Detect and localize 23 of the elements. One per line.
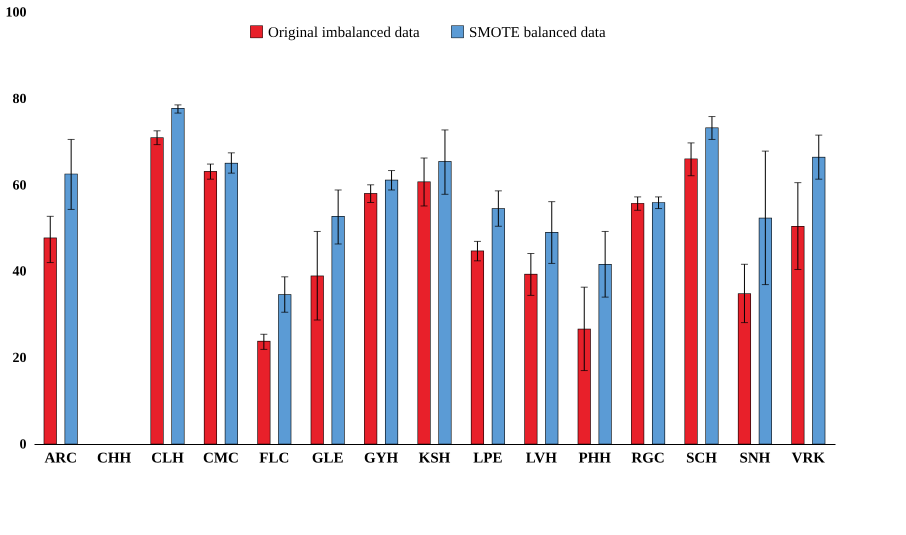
y-tick-label: 0 [20, 438, 26, 452]
x-tick-label: SNH [739, 450, 771, 466]
y-tick-label: 60 [12, 178, 26, 194]
x-tick-label: ARC [44, 450, 77, 466]
x-tick-label: LPE [473, 450, 502, 466]
x-tick-label: PHH [578, 450, 612, 466]
x-tick-label: CMC [202, 450, 239, 466]
x-tick-label: FLC [259, 450, 290, 466]
x-tick-label: GLE [312, 450, 344, 466]
x-tick-label: CHH [97, 450, 132, 466]
x-tick-label: CLH [151, 450, 184, 466]
x-tick-label: RGC [631, 450, 665, 466]
y-tick-label: 40 [12, 264, 26, 280]
legend-label: SMOTE balanced data [469, 24, 606, 41]
x-tick-label: KSH [418, 450, 451, 466]
x-tick-label: LVH [526, 450, 558, 466]
legend-label: Original imbalanced data [268, 24, 420, 41]
x-tick-label: GYH [364, 450, 399, 466]
x-tick-label: VRK [792, 450, 826, 466]
y-tick-label: 100 [6, 6, 26, 20]
x-tick-label: SCH [686, 450, 718, 466]
y-tick-label: 20 [12, 351, 26, 366]
y-tick-label: 80 [12, 92, 26, 107]
